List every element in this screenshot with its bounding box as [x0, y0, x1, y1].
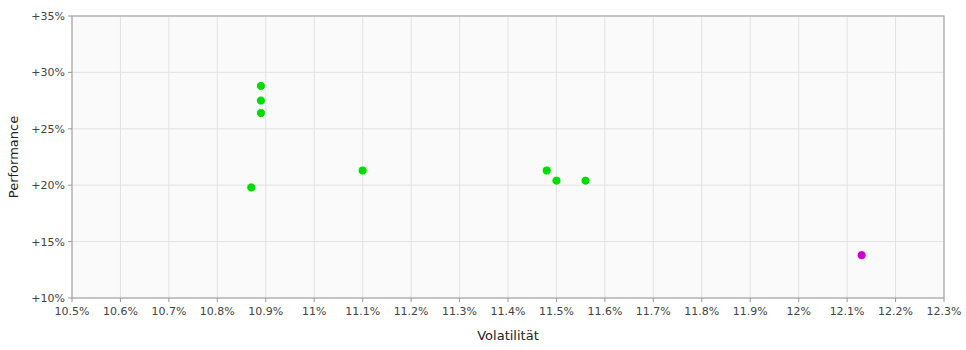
x-tick [944, 298, 945, 302]
x-tick [895, 298, 896, 302]
point [358, 166, 367, 175]
point [256, 81, 265, 90]
y-tick [68, 16, 72, 17]
x-grid-line [314, 16, 315, 298]
x-tick-label: 10.9% [248, 305, 283, 318]
x-tick-label: 12% [786, 305, 810, 318]
y-grid-line [72, 128, 944, 129]
x-tick-label: 11.9% [733, 305, 768, 318]
y-tick [68, 185, 72, 186]
x-grid-line [508, 16, 509, 298]
x-grid-line [362, 16, 363, 298]
x-grid-line [168, 16, 169, 298]
y-axis-label: Performance [6, 116, 21, 198]
x-tick [72, 298, 73, 302]
series [247, 81, 590, 192]
x-tick [604, 298, 605, 302]
x-tick [653, 298, 654, 302]
x-tick-label: 10.5% [55, 305, 90, 318]
x-tick-label: 11% [302, 305, 326, 318]
x-tick [701, 298, 702, 302]
x-grid-line [265, 16, 266, 298]
x-tick-label: 12.2% [878, 305, 913, 318]
x-grid-line [556, 16, 557, 298]
x-tick [314, 298, 315, 302]
x-tick-label: 11.7% [636, 305, 671, 318]
point [581, 176, 590, 185]
y-tick-label: +10% [31, 292, 65, 305]
x-grid-line [895, 16, 896, 298]
x-tick-label: 11.5% [539, 305, 574, 318]
y-tick-label: +35% [31, 10, 65, 23]
y-tick-label: +30% [31, 66, 65, 79]
point [542, 166, 551, 175]
x-tick-label: 12.1% [830, 305, 865, 318]
y-tick-label: +15% [31, 236, 65, 249]
y-grid-line [72, 185, 944, 186]
ticks: 10.5% 10.6% 10.7% 10.8% 10.9% 11% 11.1% 11.2% 11… [31, 10, 961, 318]
x-tick-label: 10.7% [151, 305, 186, 318]
chart: 10.5% 10.6% 10.7% 10.8% 10.9% 11% 11.1% 11.2% 11… [0, 0, 966, 350]
x-grid-line [701, 16, 702, 298]
marks [247, 81, 866, 259]
x-grid-line [217, 16, 218, 298]
y-tick-label: +25% [31, 123, 65, 136]
x-grid-line [653, 16, 654, 298]
x-tick-label: 10.8% [200, 305, 235, 318]
x-tick [362, 298, 363, 302]
x-grid-line [798, 16, 799, 298]
x-grid-line [604, 16, 605, 298]
y-grid-line [72, 72, 944, 73]
y-tick [68, 241, 72, 242]
x-tick-label: 11.8% [684, 305, 719, 318]
grid [72, 16, 944, 298]
y-tick [68, 128, 72, 129]
plot-background [72, 16, 944, 298]
plot-frame [72, 16, 944, 298]
x-tick [120, 298, 121, 302]
point [256, 109, 265, 118]
y-grid-line [72, 241, 944, 242]
x-tick [265, 298, 266, 302]
x-tick-label: 10.6% [103, 305, 138, 318]
series [857, 251, 866, 260]
x-tick [217, 298, 218, 302]
y-tick [68, 72, 72, 73]
x-tick-label: 12.3% [927, 305, 962, 318]
x-tick [847, 298, 848, 302]
x-grid-line [459, 16, 460, 298]
x-grid-line [120, 16, 121, 298]
x-tick [411, 298, 412, 302]
x-tick [556, 298, 557, 302]
y-tick-label: +20% [31, 179, 65, 192]
x-tick [798, 298, 799, 302]
x-tick [168, 298, 169, 302]
x-tick-label: 11.3% [442, 305, 477, 318]
point [857, 251, 866, 260]
point [552, 176, 561, 185]
x-grid-line [750, 16, 751, 298]
x-tick-label: 11.2% [394, 305, 429, 318]
x-tick [508, 298, 509, 302]
x-tick [459, 298, 460, 302]
x-grid-line [847, 16, 848, 298]
point [256, 96, 265, 105]
x-tick [750, 298, 751, 302]
y-tick [68, 298, 72, 299]
x-axis-label: Volatilität [477, 328, 539, 343]
x-tick-label: 11.1% [345, 305, 380, 318]
x-tick-label: 11.4% [491, 305, 526, 318]
x-tick-label: 11.6% [587, 305, 622, 318]
point [247, 183, 256, 192]
x-grid-line [411, 16, 412, 298]
